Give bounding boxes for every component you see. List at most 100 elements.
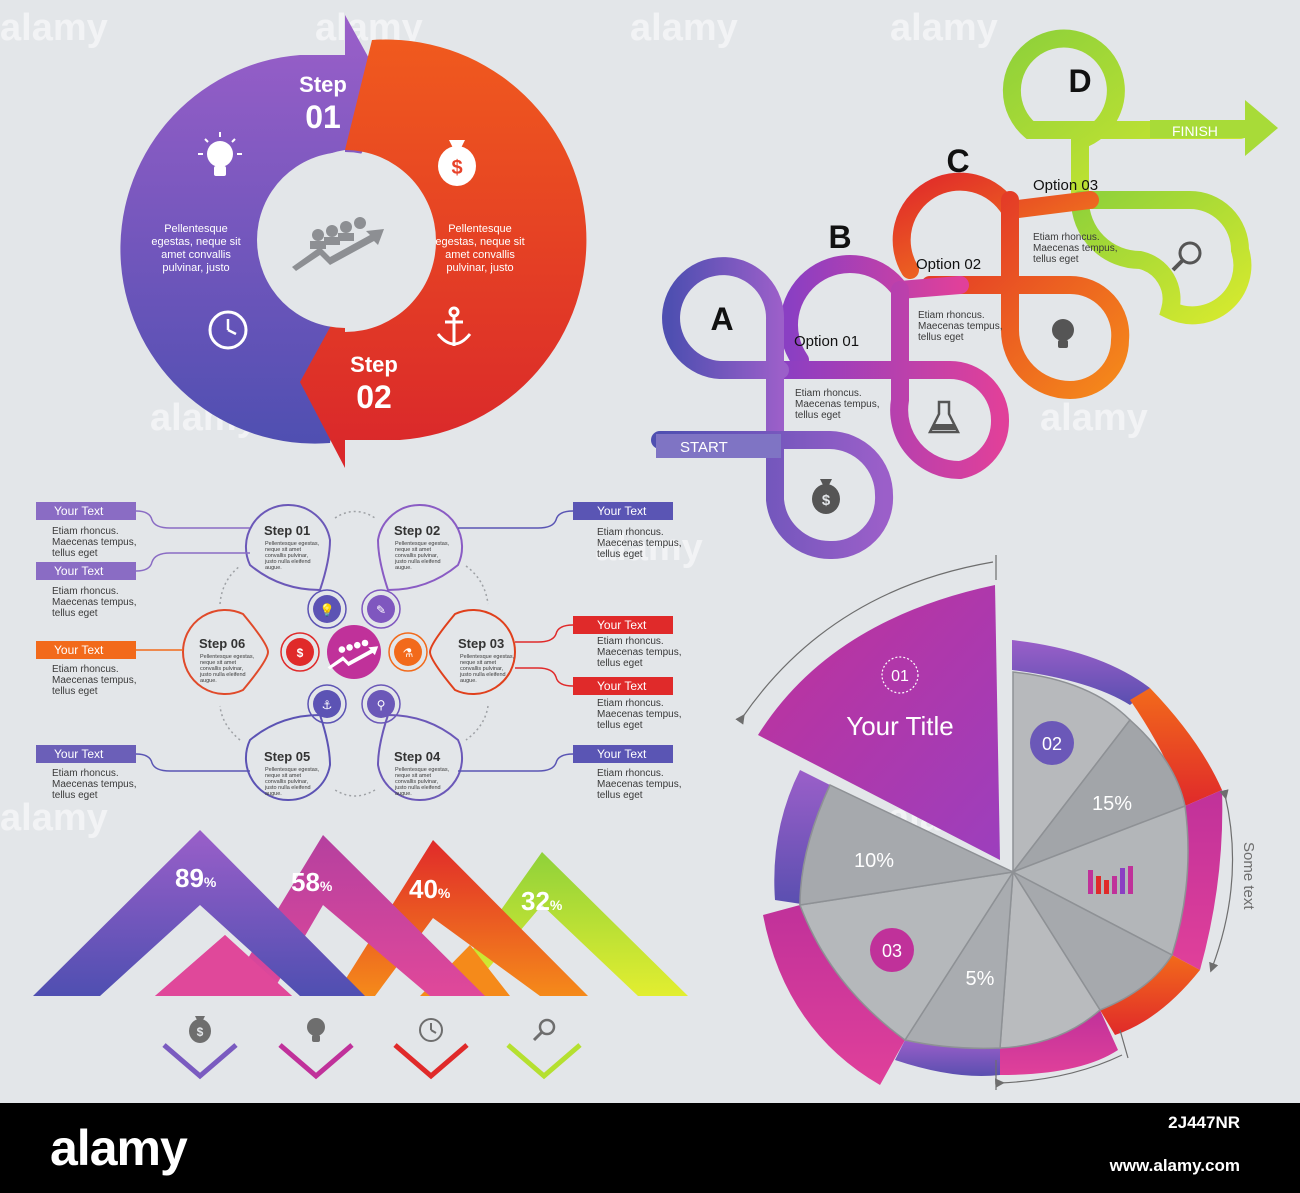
money-bag-icon: $ [297,646,304,660]
petal-step-06 [181,609,270,695]
anchor-icon [436,306,472,346]
svg-text:alamy: alamy [630,7,738,49]
cycle-left-text-1: Pellentesque [164,223,228,235]
svg-text:tellus eget: tellus eget [597,790,643,801]
cycle-right-text-2: egestas, neque sit [435,236,524,248]
svg-text:Maecenas tempus,: Maecenas tempus, [52,537,137,548]
knot-letter-a: A [710,301,733,337]
flower-step-02: Step 02 [394,523,440,538]
petal-step-04 [376,713,463,802]
mountain-value-40: 40% [409,874,451,904]
mountain-value-89: 89% [175,863,217,893]
pencil-icon: ✎ [376,603,386,617]
money-bag-icon: $ [812,479,840,514]
option-03: Option 03 [1033,177,1098,194]
svg-text:justo nulla eleifend: justo nulla eleifend [264,785,311,791]
clock-icon [419,1018,443,1042]
svg-text:Etiam rhoncus.: Etiam rhoncus. [52,586,119,597]
pie-pct-10: 10% [854,850,894,872]
lightbulb-icon [307,1018,325,1042]
lightbulb-icon [1052,319,1074,348]
money-bag-icon: $ [189,1016,211,1043]
svg-text:convallis pulvinar,: convallis pulvinar, [460,666,504,672]
flower-step-05: Step 05 [264,749,310,764]
svg-text:tellus eget: tellus eget [597,658,643,669]
cycle-diagram: Step 01 Step 02 Pellentesque egestas, ne… [120,15,587,469]
svg-text:convallis pulvinar,: convallis pulvinar, [395,553,439,559]
svg-text:Pellentesque egestas,: Pellentesque egestas, [200,654,255,660]
svg-text:Pellentesque egestas,: Pellentesque egestas, [460,654,515,660]
team-growth-icon [327,639,379,670]
svg-text:Your Text: Your Text [54,504,104,518]
svg-text:augue.: augue. [395,565,412,571]
knot-d-loop [1002,29,1249,209]
svg-text:neque sit amet: neque sit amet [265,773,302,779]
cycle-left-text-3: amet convallis [161,249,231,261]
pie-title-num: 01 [891,668,909,685]
svg-text:Maecenas tempus,: Maecenas tempus, [52,675,137,686]
footer-image-id: 2J447NR [1168,1113,1240,1132]
svg-text:Your Text: Your Text [54,564,104,578]
svg-text:$: $ [451,157,462,179]
svg-text:neque sit amet: neque sit amet [395,773,432,779]
pie-side-text: Some text [1240,842,1257,910]
pie-title: Your Title [846,711,953,741]
svg-text:Maecenas tempus,: Maecenas tempus, [597,538,682,549]
knot-letter-d: D [1068,63,1091,99]
svg-text:Your Text: Your Text [597,618,647,632]
tab-right-4: Your Text [573,745,673,763]
flask-icon: ⚗ [403,646,414,660]
knot-a-loop [662,257,789,459]
money-bag-icon: $ [438,140,476,186]
flower-step-04: Step 04 [394,749,441,764]
tab-left-4: Your Text [36,745,136,763]
svg-text:augue.: augue. [200,678,217,684]
cycle-left-text-4: pulvinar, justo [162,262,229,274]
svg-text:Your Text: Your Text [597,747,647,761]
footer-bar: alamy 2J447NR www.alamy.com [0,1103,1300,1193]
svg-text:Etiam rhoncus.: Etiam rhoncus. [795,388,862,399]
svg-text:Etiam rhoncus.: Etiam rhoncus. [918,310,985,321]
mountain-value-58: 58% [291,867,333,897]
svg-text:tellus eget: tellus eget [795,410,841,421]
watermark-layer: alamy alamy alamy alamy alamy alamy alam… [0,7,1148,839]
pie-badge-02 [1030,721,1074,765]
svg-text:Pellentesque egestas,: Pellentesque egestas, [395,767,450,773]
svg-text:Maecenas tempus,: Maecenas tempus, [52,779,137,790]
svg-text:Etiam rhoncus.: Etiam rhoncus. [597,527,664,538]
svg-text:tellus eget: tellus eget [1033,254,1079,265]
anchor-icon: ⚓ [322,698,333,712]
svg-text:Your Text: Your Text [54,643,104,657]
svg-text:tellus eget: tellus eget [52,686,98,697]
pie-title-slice [758,585,1000,860]
pie-diagram: 01 Your Title 02 03 15% 10% 5% Some text [735,555,1257,1090]
cycle-arc-step1 [120,15,392,444]
petal-step-03 [428,609,517,695]
svg-text:Maecenas tempus,: Maecenas tempus, [1033,243,1118,254]
finish-label: FINISH [1172,123,1218,139]
svg-text:Etiam rhoncus.: Etiam rhoncus. [52,768,119,779]
svg-text:Maecenas tempus,: Maecenas tempus, [597,779,682,790]
knots-text: A B C D Option 01 Option 02 Option 03 ST… [680,63,1218,514]
svg-text:augue.: augue. [265,791,282,797]
svg-text:Your Text: Your Text [54,747,104,761]
pie-pct-15: 15% [1092,793,1132,815]
svg-text:tellus eget: tellus eget [52,548,98,559]
svg-text:neque sit amet: neque sit amet [460,660,497,666]
svg-text:justo nulla eleifend: justo nulla eleifend [459,672,506,678]
step1-num: 01 [305,99,341,135]
search-icon [532,1018,556,1042]
svg-text:convallis pulvinar,: convallis pulvinar, [395,779,439,785]
svg-text:alamy: alamy [890,7,998,49]
lightbulb-icon [198,132,242,176]
tab-right-1: Your Text [573,502,673,520]
svg-text:Maecenas tempus,: Maecenas tempus, [52,597,137,608]
flower-small-circles [280,589,428,724]
mountain-89 [33,830,365,996]
step1-word: Step [299,72,347,97]
svg-text:neque sit amet: neque sit amet [265,547,302,553]
flask-icon [927,400,961,434]
clock-icon [208,310,248,350]
svg-text:augue.: augue. [265,565,282,571]
flower-step-03: Step 03 [458,636,504,651]
